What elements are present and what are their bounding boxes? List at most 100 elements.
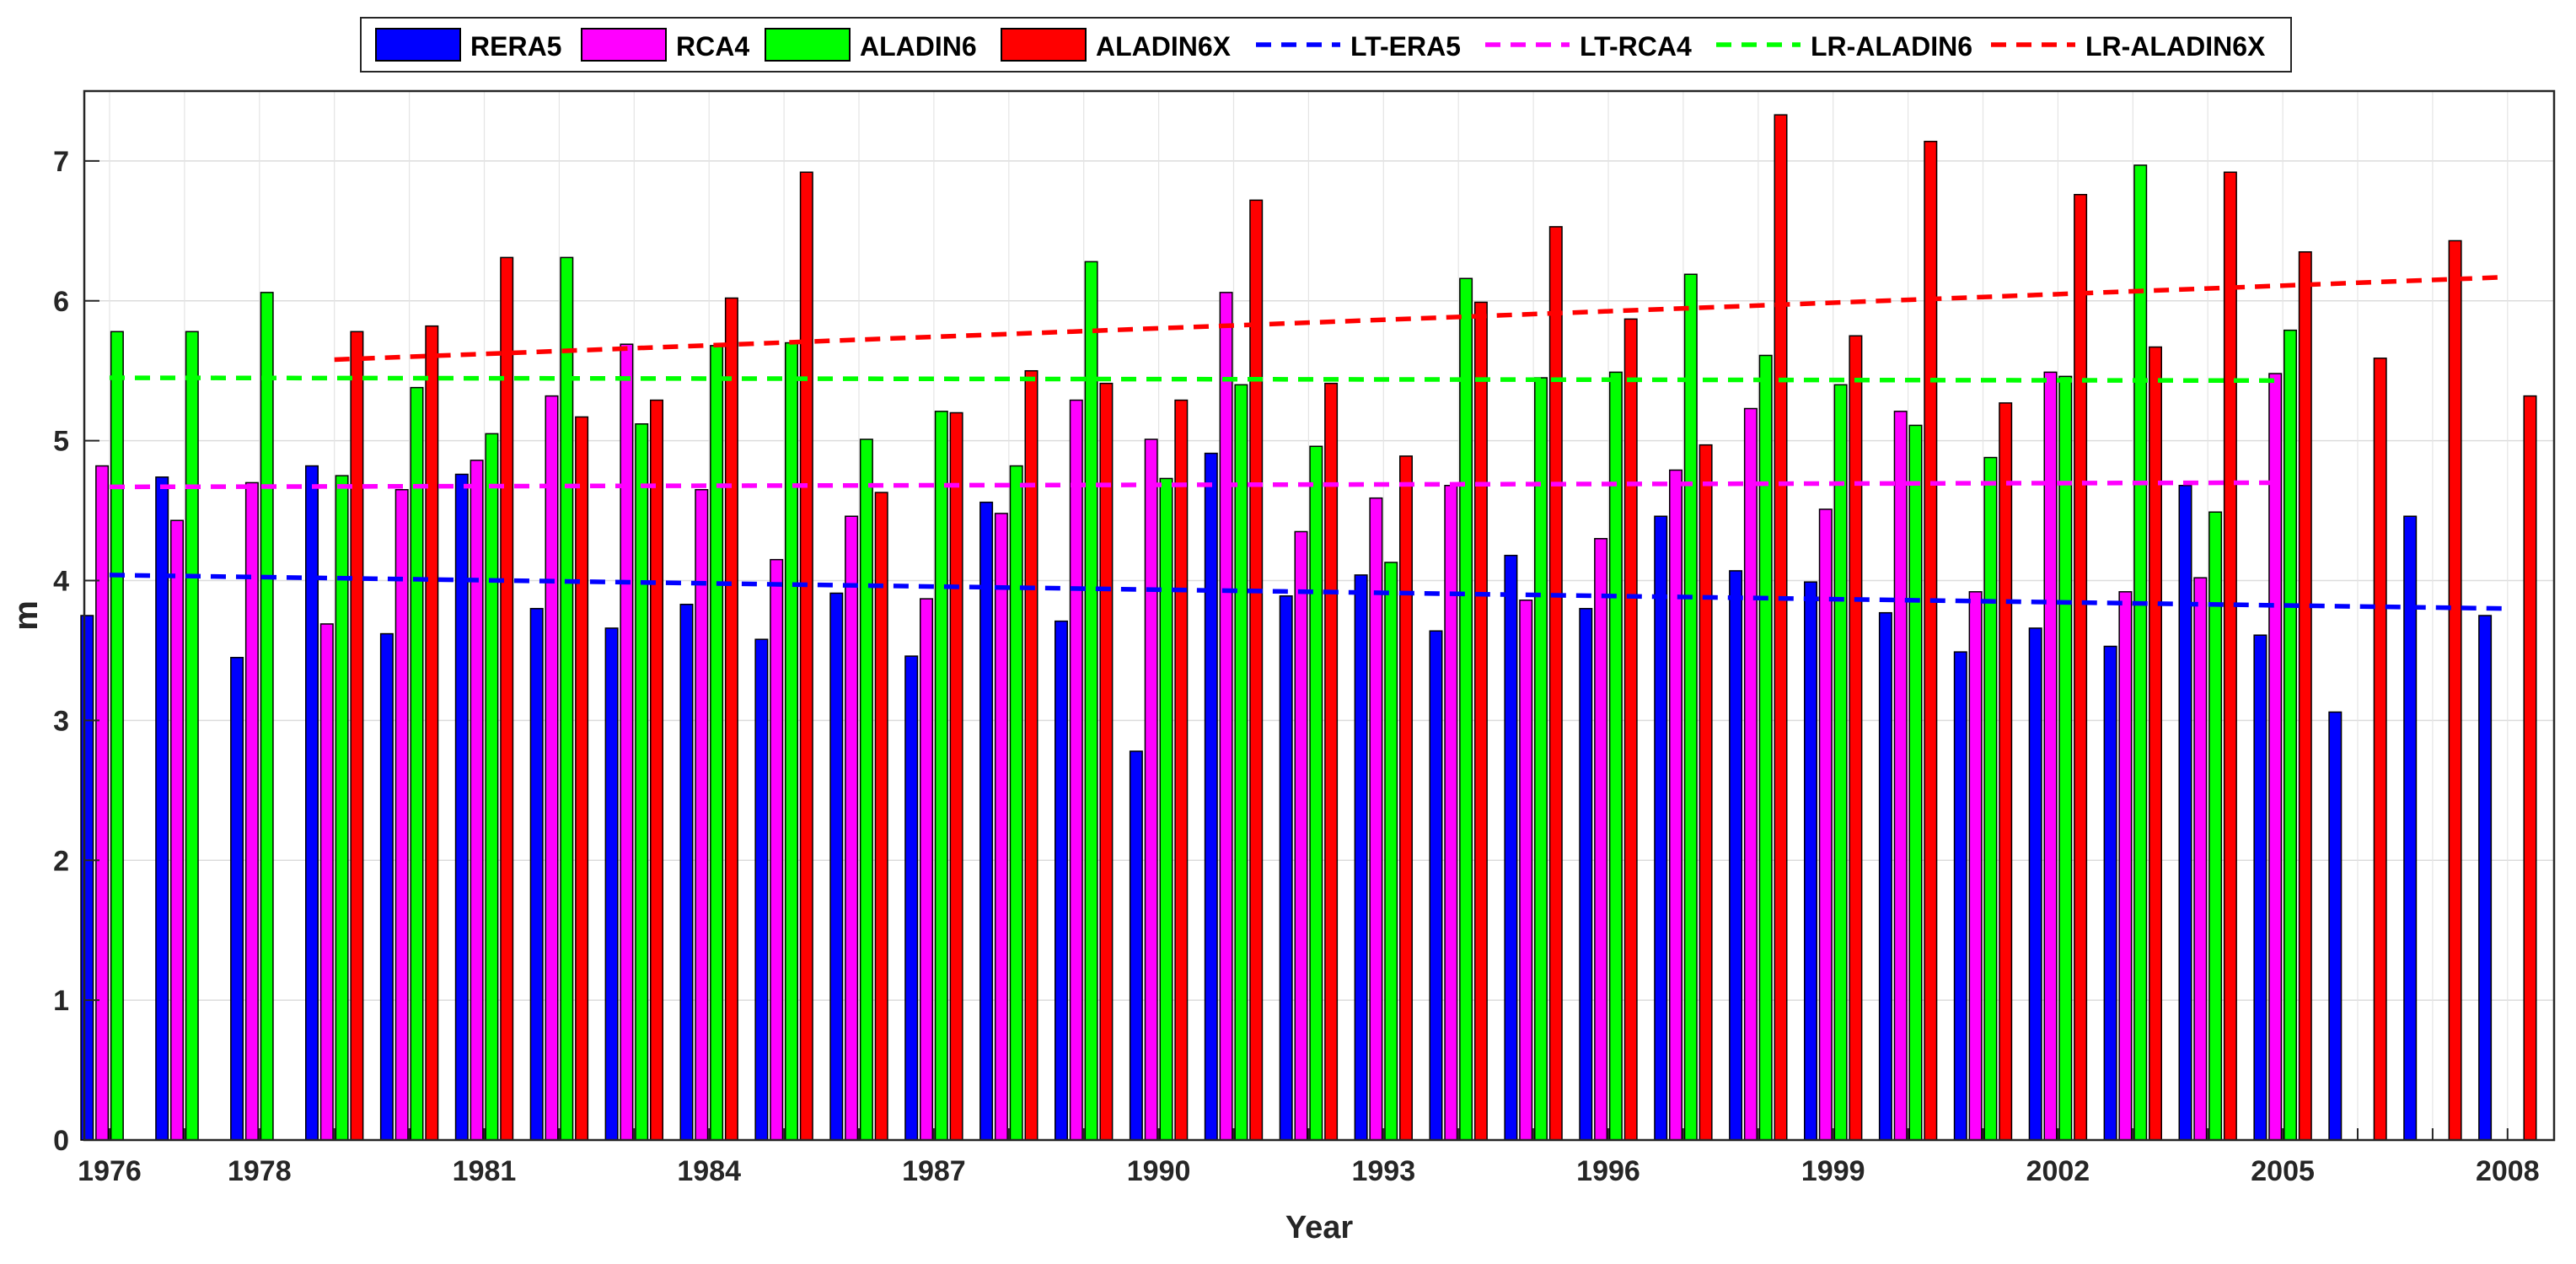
bar-aladin6-2005 [2284,329,2297,1141]
bar-aladin6-2001 [1983,456,1998,1141]
x-tick-label: 1999 [1801,1155,1865,1187]
bar-aladin6-1995 [1534,377,1548,1141]
bar-marks [80,114,2537,1141]
y-axis-title: m [8,600,45,631]
bar-rca4-1984 [695,488,709,1141]
bar-aladin6-1998 [1758,354,1773,1141]
legend-label-aladin6x: ALADIN6X [1096,31,1232,62]
plot-frame [83,89,2556,1142]
x-tick-label: 1984 [677,1155,741,1187]
bar-aladin6x-1979 [350,331,364,1141]
y-tick-label: 7 [53,146,69,178]
y-tick-label: 4 [53,566,69,598]
bar-rera5-1997 [1654,515,1668,1141]
bar-rca4-1986 [845,515,859,1141]
bar-rca4-1985 [770,558,784,1141]
bar-aladin6-1983 [635,423,649,1141]
bar-aladin6-1987 [934,411,948,1141]
bar-aladin6x-2006 [2373,358,2387,1141]
bar-rera5-2005 [2253,634,2267,1141]
y-tick-label: 3 [53,705,69,737]
legend-swatch-rca4 [581,28,667,62]
bar-rera5-1985 [754,638,769,1141]
bar-aladin6x-1985 [799,171,813,1141]
y-axis: 0 1 2 3 4 5 6 7 [53,146,99,1157]
bar-aladin6-1996 [1608,371,1623,1141]
bar-aladin6x-1995 [1548,226,1563,1141]
bar-rca4-1999 [1818,508,1833,1141]
bar-aladin6x-2007 [2448,239,2462,1141]
bar-rera5-1990 [1129,750,1143,1141]
bar-aladin6-1976 [110,331,124,1141]
trend-line-lr-aladin6x [334,274,2508,363]
bar-rca4-2001 [1968,591,1983,1141]
bar-rera5-1982 [529,607,544,1141]
bar-rera5-2006 [2328,711,2343,1141]
bar-rca4-1979 [319,623,334,1141]
bar-rera5-1989 [1055,620,1068,1141]
bar-rca4-1997 [1669,469,1682,1141]
bar-aladin6-1994 [1459,277,1473,1141]
bar-rca4-1987 [920,598,933,1141]
bar-rca4-1988 [994,513,1008,1141]
bar-aladin6x-2004 [2223,171,2237,1141]
bar-rera5-1992 [1279,595,1293,1141]
bar-rera5-1994 [1429,630,1443,1141]
bar-rca4-1989 [1069,399,1083,1141]
bar-rera5-2008 [2478,615,2493,1141]
bar-aladin6x-1994 [1473,301,1488,1141]
x-axis-title: Year [1285,1210,1354,1245]
bar-aladin6-1980 [410,386,424,1141]
bar-aladin6-1988 [1009,465,1023,1141]
y-tick-label: 5 [53,426,69,458]
x-tick-label: 1978 [228,1155,292,1187]
trend-line-lt-rca4 [109,480,2284,490]
bar-aladin6x-1992 [1324,382,1339,1141]
bar-aladin6-1982 [560,256,574,1141]
x-tick-label: 1981 [453,1155,517,1187]
bar-aladin6-2003 [2133,164,2148,1141]
bar-aladin6x-1987 [949,411,963,1141]
bar-rca4-1996 [1594,538,1608,1141]
bar-aladin6x-1990 [1174,399,1189,1141]
bar-aladin6x-2001 [1999,402,2013,1141]
bar-aladin6x-2000 [1924,140,1938,1141]
bar-rera5-1998 [1729,570,1743,1141]
legend-label-rca4: RCA4 [676,31,749,62]
bar-rca4-2003 [2118,591,2133,1141]
bar-aladin6-1997 [1683,273,1698,1141]
bar-aladin6-1989 [1084,261,1098,1141]
bar-aladin6-1999 [1833,384,1848,1141]
bar-aladin6-1992 [1309,445,1323,1141]
x-tick-label: 1976 [78,1155,142,1187]
x-tick-label: 1996 [1576,1155,1640,1187]
x-tick-label: 1990 [1127,1155,1191,1187]
bar-rera5-1976 [80,615,94,1141]
bar-rca4-1982 [545,395,559,1141]
legend-label-lr-aladin6x: LR-ALADIN6X [2085,31,2266,62]
bar-aladin6-1978 [260,292,274,1141]
y-tick-label: 2 [53,845,69,877]
bar-aladin6-1979 [335,475,349,1141]
bar-aladin6-1981 [485,433,499,1141]
bar-rca4-1991 [1219,292,1233,1141]
bar-aladin6x-2003 [2149,346,2162,1141]
bar-rca4-2002 [2043,371,2058,1141]
bar-rera5-1996 [1579,607,1593,1141]
bar-rca4-1983 [620,343,634,1141]
bar-rera5-1988 [979,501,994,1141]
bar-aladin6x-1999 [1849,335,1863,1141]
bar-aladin6-1977 [185,331,199,1141]
bar-aladin6x-1981 [500,256,514,1141]
bar-rera5-1993 [1354,574,1368,1141]
legend-label-lt-era5: LT-ERA5 [1350,31,1461,62]
bar-rera5-2003 [2103,645,2117,1141]
bar-rera5-1978 [230,657,244,1141]
bar-rera5-2000 [1878,611,1892,1141]
legend-swatch-aladin6x [1001,28,1087,62]
bar-rera5-1999 [1804,581,1817,1141]
bar-aladin6x-1998 [1774,114,1788,1141]
bar-rera5-2002 [2028,627,2042,1141]
bar-aladin6-1993 [1384,562,1398,1141]
bar-aladin6-2002 [2058,375,2073,1141]
